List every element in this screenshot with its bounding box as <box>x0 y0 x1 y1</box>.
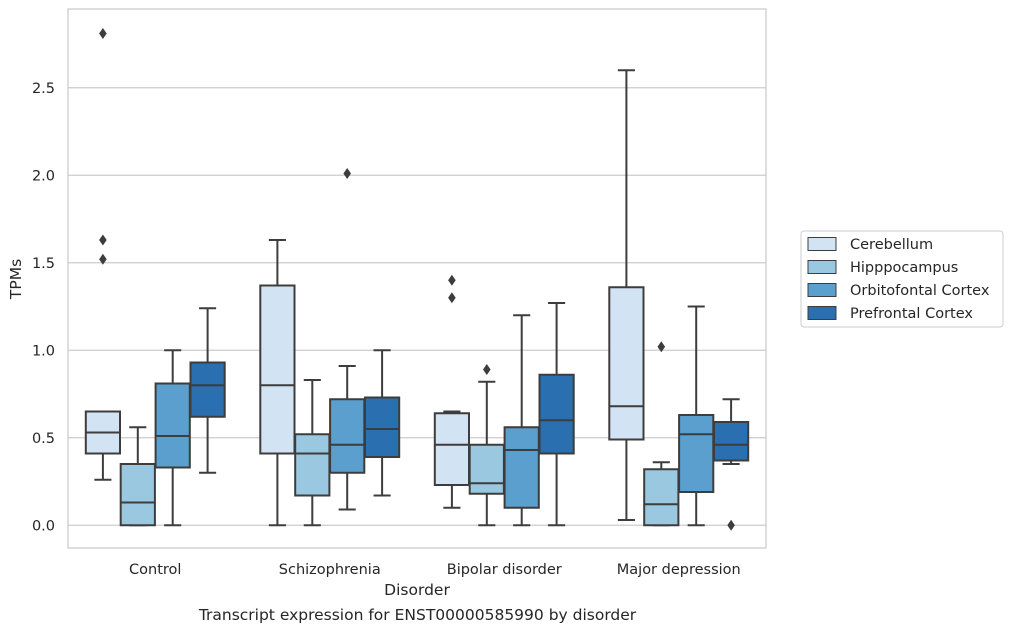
box-iqr <box>433 412 471 486</box>
box-group <box>84 28 122 481</box>
box-group <box>329 168 366 511</box>
box-iqr <box>643 468 680 527</box>
plot-frame <box>67 8 767 549</box>
outlier-point <box>99 253 107 265</box>
box-iqr <box>189 361 226 418</box>
box-iqr <box>329 398 366 474</box>
legend-swatch <box>807 306 837 320</box>
box-group <box>433 274 471 509</box>
box-group <box>608 69 645 521</box>
legend-label: Cerebellum <box>850 237 933 253</box>
x-axis-label: Disorder <box>384 581 450 599</box>
legend-label: Hipppocampus <box>850 260 958 276</box>
legend-label: Prefrontal Cortex <box>850 306 973 322</box>
tick-labels: 0.0 0.5 1.0 1.5 2.0 2.5 Control Schizophrenia Bi… <box>32 81 741 578</box>
outlier-point <box>727 519 735 531</box>
y-tick-label: 0.0 <box>32 518 55 534</box>
box-iqr <box>119 463 156 527</box>
box-group <box>678 305 715 527</box>
box-iqr <box>503 426 540 509</box>
box-group <box>259 239 296 527</box>
box-iqr <box>538 373 575 455</box>
boxes <box>84 28 750 531</box>
box-group <box>363 349 401 497</box>
y-tick-label: 1.5 <box>32 256 55 272</box>
box-iqr <box>154 382 191 469</box>
box-group <box>538 302 575 527</box>
x-tick-label: Schizophrenia <box>279 562 381 578</box>
outlier-point <box>99 234 107 246</box>
box-iqr <box>294 433 331 497</box>
outlier-point <box>483 364 491 375</box>
box-iqr <box>608 286 645 441</box>
legend-label: Orbitofontal Cortex <box>850 283 990 299</box>
x-tick-label: Major depression <box>617 562 741 578</box>
outlier-point <box>448 292 456 304</box>
box-group <box>189 307 226 474</box>
legend-frame <box>800 230 1004 328</box>
outlier-point <box>99 28 107 39</box>
box-group <box>468 364 505 527</box>
box-group <box>643 341 680 527</box>
y-tick-label: 2.5 <box>32 81 55 97</box>
legend-swatch <box>807 260 837 274</box>
legend: Cerebellum Hipppocampus Orbitofontal Corte… <box>800 230 1004 328</box>
legend-swatch <box>807 283 837 297</box>
legend-swatch <box>807 237 837 251</box>
box-group <box>154 349 191 527</box>
outlier-point <box>657 341 666 353</box>
outlier-point <box>343 168 351 179</box>
box-iqr <box>259 284 296 455</box>
box-group <box>294 379 331 527</box>
box-group <box>503 314 540 527</box>
figure-caption: Transcript expression for ENST0000058599… <box>198 606 637 624</box>
y-axis-label: TPMs <box>7 259 25 300</box>
y-tick-label: 0.5 <box>32 431 55 447</box>
box-iqr <box>363 396 401 458</box>
y-tick-label: 2.0 <box>32 168 55 184</box>
box-group <box>712 398 750 531</box>
box-iqr <box>468 443 505 495</box>
outlier-point <box>448 274 456 286</box>
y-tick-label: 1.0 <box>32 343 55 359</box>
box-iqr <box>712 421 750 462</box>
x-tick-label: Bipolar disorder <box>447 562 562 578</box>
x-tick-label: Control <box>129 562 181 578</box>
box-group <box>119 426 156 527</box>
box-iqr <box>678 414 715 493</box>
